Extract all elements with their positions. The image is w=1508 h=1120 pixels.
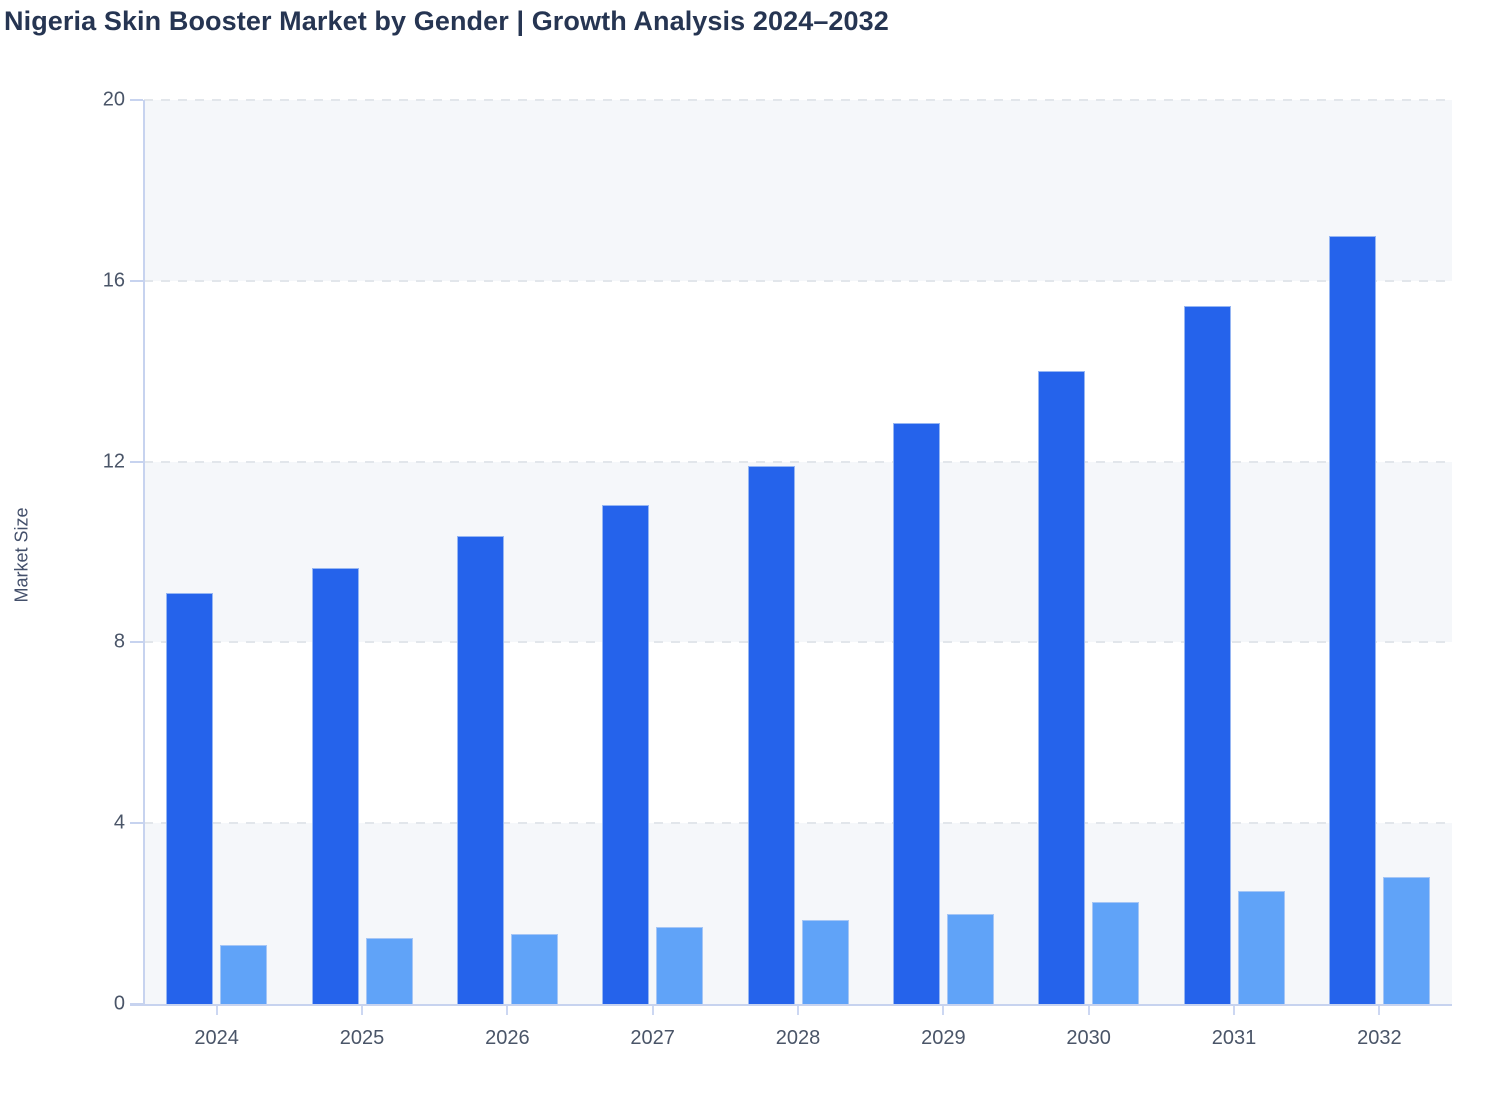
chart-title: Nigeria Skin Booster Market by Gender | … — [4, 6, 889, 36]
x-tick-2028 — [797, 1006, 799, 1015]
x-tick-2032 — [1378, 1006, 1381, 1015]
bar-light-blue-2024[interactable] — [220, 945, 268, 1004]
bar-dark-blue-2028[interactable] — [747, 466, 795, 1004]
bar-dark-blue-2024[interactable] — [166, 592, 214, 1004]
x-tick-label-2024: 2024 — [194, 1027, 239, 1049]
bar-light-blue-2032[interactable] — [1382, 877, 1430, 1004]
gridline-y-4 — [144, 822, 1452, 825]
plot-band-0-4 — [144, 823, 1452, 1004]
x-tick-label-2026: 2026 — [485, 1027, 530, 1049]
y-tick-label-8: 8 — [113, 630, 125, 653]
plot-band-8-12 — [144, 461, 1452, 643]
y-tick-label-0: 0 — [113, 992, 125, 1015]
x-tick-2026 — [506, 1006, 509, 1015]
y-tick-0 — [130, 1003, 143, 1005]
x-tick-label-2030: 2030 — [1066, 1027, 1111, 1049]
x-tick-2024 — [215, 1006, 218, 1015]
bar-light-blue-2026[interactable] — [510, 933, 558, 1004]
x-tick-label-2029: 2029 — [921, 1027, 966, 1049]
x-tick-2030 — [1087, 1006, 1090, 1015]
y-axis-line — [143, 100, 145, 1005]
y-tick-12 — [130, 460, 143, 463]
x-axis-line — [130, 1004, 1452, 1006]
bar-light-blue-2031[interactable] — [1237, 891, 1285, 1004]
x-tick-label-2032: 2032 — [1357, 1027, 1402, 1049]
x-tick-2031 — [1233, 1006, 1235, 1015]
bar-light-blue-2029[interactable] — [946, 913, 994, 1004]
gridline-y-8 — [144, 641, 1452, 644]
y-tick-8 — [130, 641, 143, 644]
x-tick-label-2028: 2028 — [775, 1027, 821, 1049]
x-tick-2029 — [942, 1006, 945, 1015]
y-tick-16 — [130, 279, 143, 282]
bar-light-blue-2028[interactable] — [801, 920, 849, 1004]
x-tick-2027 — [651, 1006, 654, 1015]
x-tick-2025 — [361, 1006, 363, 1015]
plot-band-16-20 — [144, 100, 1452, 281]
bar-dark-blue-2025[interactable] — [311, 567, 359, 1004]
bar-dark-blue-2032[interactable] — [1328, 235, 1376, 1004]
plot-area — [144, 99, 1452, 1004]
bar-dark-blue-2026[interactable] — [456, 536, 504, 1004]
bar-dark-blue-2030[interactable] — [1038, 371, 1086, 1004]
plot-band-12-16 — [144, 280, 1452, 462]
y-tick-label-4: 4 — [113, 811, 125, 834]
gridline-y-12 — [144, 460, 1452, 463]
bar-dark-blue-2029[interactable] — [892, 423, 940, 1004]
y-tick-4 — [130, 822, 143, 825]
gridline-y-20 — [144, 99, 1452, 101]
bar-dark-blue-2031[interactable] — [1183, 305, 1231, 1004]
gridline-y-16 — [144, 279, 1452, 282]
y-tick-label-16: 16 — [102, 269, 125, 292]
x-tick-label-2031: 2031 — [1211, 1027, 1257, 1049]
x-tick-label-2027: 2027 — [630, 1027, 675, 1049]
y-axis-title: Market Size — [11, 507, 32, 603]
y-tick-20 — [130, 99, 143, 101]
bar-dark-blue-2027[interactable] — [602, 504, 650, 1004]
bar-light-blue-2030[interactable] — [1092, 902, 1140, 1004]
y-tick-label-12: 12 — [102, 450, 125, 473]
bar-light-blue-2027[interactable] — [656, 927, 704, 1004]
plot-band-4-8 — [144, 642, 1452, 824]
bar-light-blue-2025[interactable] — [365, 938, 413, 1004]
x-tick-label-2025: 2025 — [339, 1027, 385, 1049]
y-tick-label-20: 20 — [102, 88, 125, 111]
